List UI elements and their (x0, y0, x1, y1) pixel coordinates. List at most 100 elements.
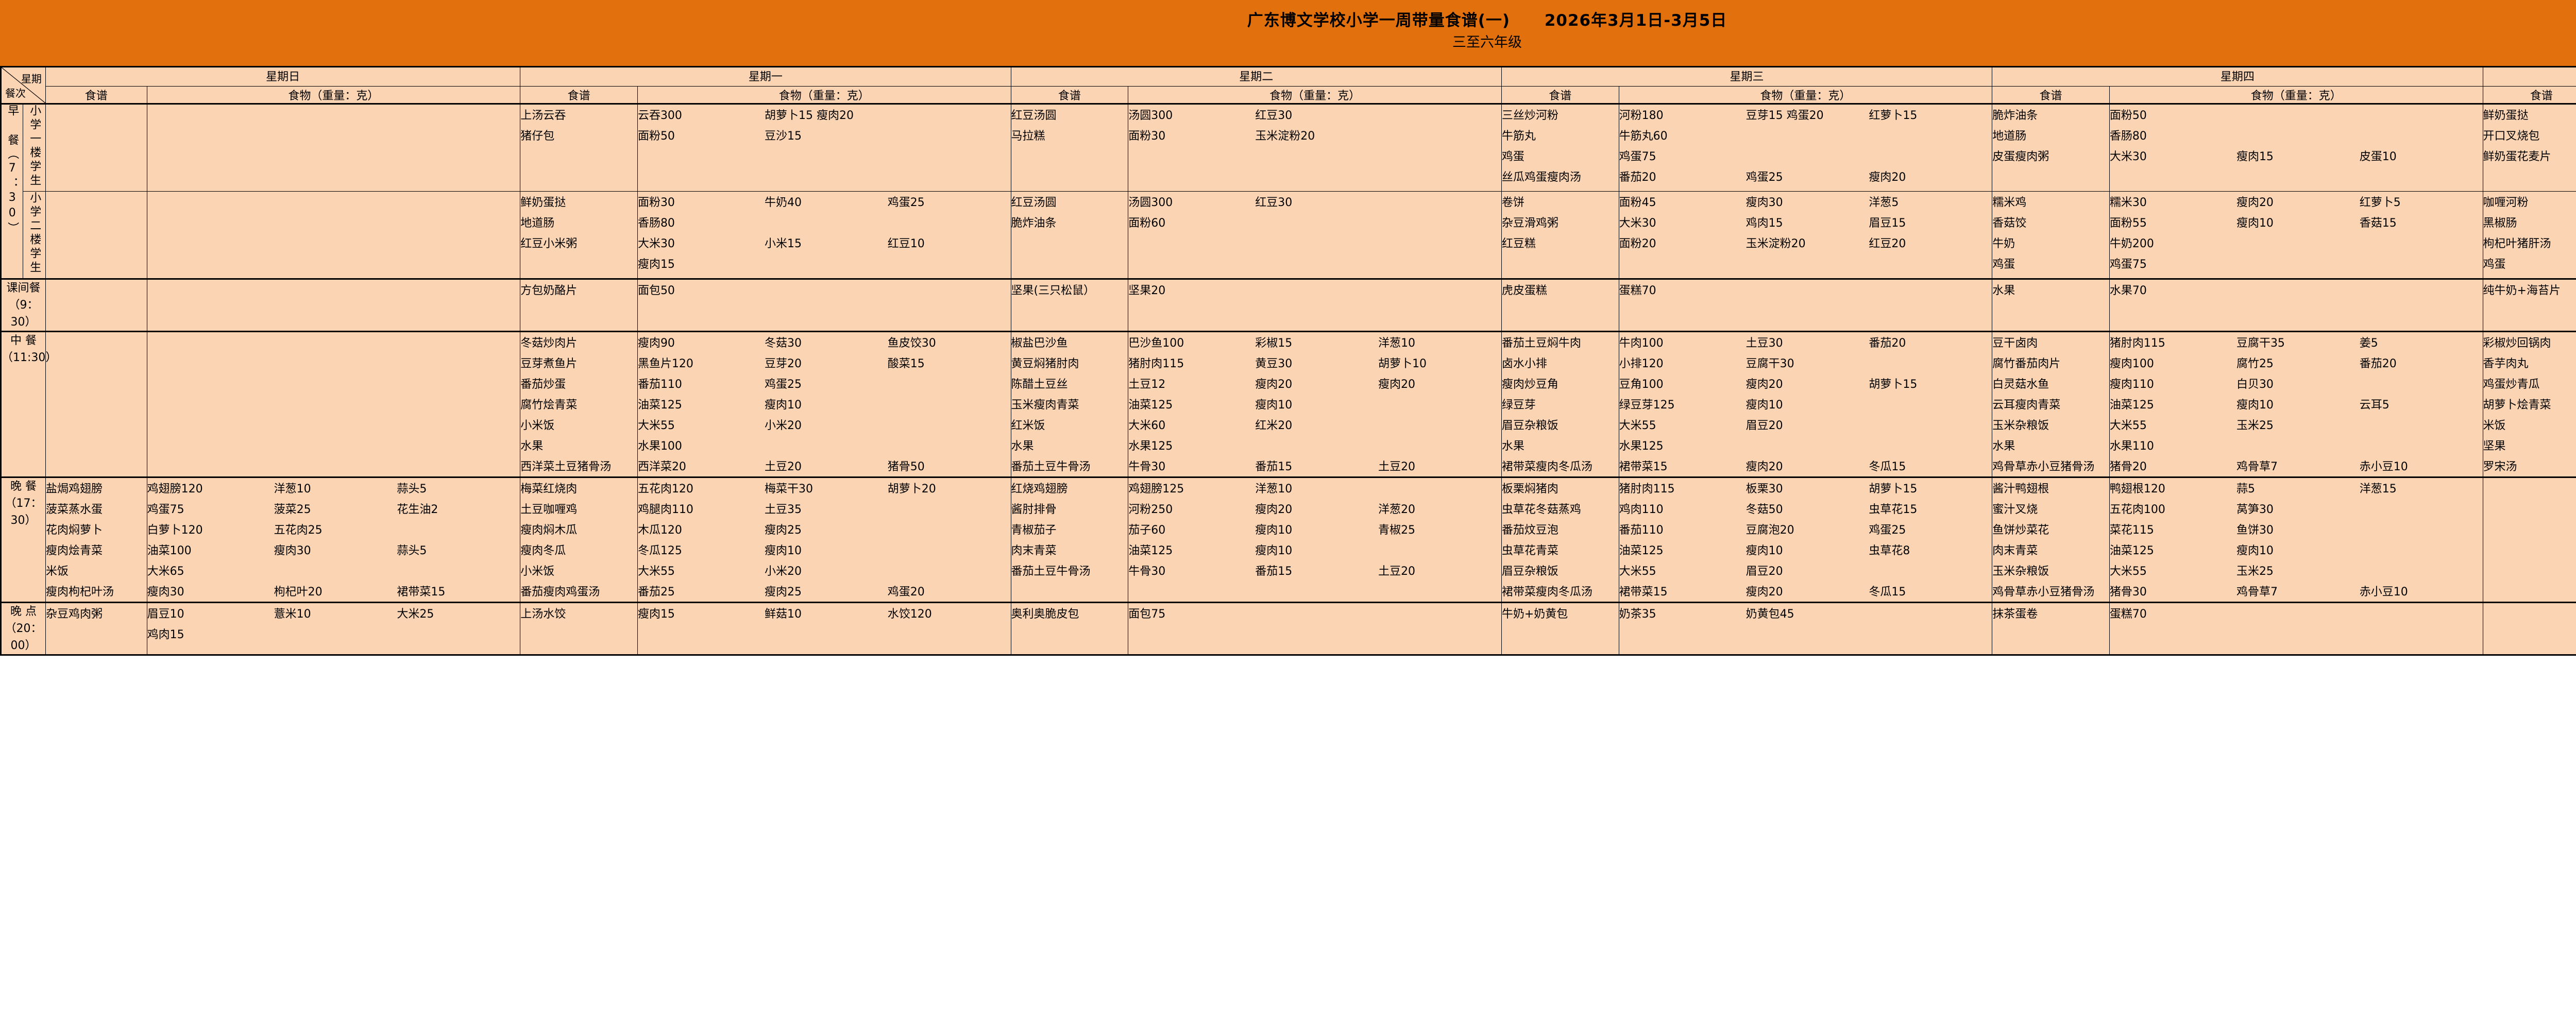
ingredient-amount (1255, 624, 1378, 644)
ingredient-amount: 皮蛋10 (2359, 150, 2397, 163)
ingredient-amount: 冬菇50 (1745, 503, 1783, 516)
ingredient-row (1128, 624, 1501, 644)
ingredient-amount (765, 624, 888, 644)
ingredient-amount: 鸡骨草7 (2236, 586, 2278, 599)
ingredient-row: 小排120 豆腐干30 (1619, 353, 1992, 373)
ingredient-amount: 鸡蛋75 (147, 503, 184, 516)
dish-name: 猪仔包 (520, 130, 555, 143)
ingredient-amount: 瘦肉20 (1869, 171, 1906, 184)
ingredient-amount: 河粉180 (1619, 109, 1664, 122)
ingredient-amount: 土豆30 (1745, 337, 1783, 350)
ingredient-amount: 小米20 (764, 419, 802, 432)
ingredient-amount: 云吞300 (637, 109, 682, 122)
dish-name: 豆芽煮鱼片 (520, 357, 578, 370)
subheader-dish-wed: 食谱 (1501, 86, 1619, 104)
ingredient-amount (1869, 624, 1992, 644)
ingredient-amount: 奶茶35 (1619, 608, 1656, 621)
ingredient-amount: 豆沙15 (764, 130, 802, 143)
ingredient-amount: 鸭翅根120 (2109, 483, 2165, 496)
ingredient-amount: 鸡蛋25 (764, 378, 802, 391)
ingredient-amount: 菠菜25 (274, 503, 311, 516)
ingredient-row: 鸡翅膀120 洋葱10 蒜头5 (147, 478, 520, 499)
ingredient-amount: 瘦肉15 (637, 258, 675, 271)
ingredient-amount: 眉豆20 (1745, 565, 1783, 578)
row-dinner: 晚 餐（17：30） 盐焗鸡翅膀 菠菜蒸水蛋 花肉焖萝卜 瘦肉烩青菜 米饭 瘦肉枸杞叶汤 … (1, 477, 2576, 603)
ingredient-amount: 奶黄包45 (1745, 608, 1794, 621)
day-header-sunday: 星期日 (45, 66, 521, 87)
row-snack-am: 课间餐（9：30） 方包奶酪片 面包50 坚果(三只松鼠） 坚果20 虎皮蛋糕 … (1, 279, 2576, 332)
dish-name: 土豆咖喱鸡 (520, 503, 578, 516)
ingredient-row: 油菜100 瘦肉30 蒜头5 (147, 540, 520, 560)
dish-name: 鲜奶蛋挞 (520, 196, 566, 209)
ingredient-amount (638, 624, 765, 644)
ingredient-amount: 大米55 (637, 565, 675, 578)
dish-name: 菠菜蒸水蛋 (45, 503, 103, 516)
ingredient-amount: 瘦肉20 (1255, 378, 1293, 391)
ingredient-amount: 大米65 (147, 565, 184, 578)
ingredient-amount: 瘦肉20 (1378, 378, 1416, 391)
ingredient-amount: 瘦肉10 (764, 544, 802, 557)
ingredient-amount: 鲜菇10 (764, 608, 802, 621)
dish-name: 脆炸油条 (1011, 217, 1057, 230)
ingredient-amount: 黑鱼片120 (637, 357, 693, 370)
ingredient-amount: 裙带菜15 (397, 586, 446, 599)
corner-meal-label: 餐次 (5, 87, 26, 99)
dish-name: 牛筋丸 (1501, 130, 1536, 143)
ingredient-row: 鸡肉15 (147, 624, 520, 644)
dish-name: 鸡蛋 (1501, 150, 1524, 163)
table-header-sub: 食谱 食物（重量：克） 食谱 食物（重量：克） 食谱 食物（重量：克） 食谱 食… (1, 86, 2576, 104)
dish-name: 腐竹烩青菜 (520, 399, 578, 412)
dish-name: 香菇饺 (1992, 217, 2027, 230)
ingredient-row: 奶茶35 奶黄包45 (1619, 603, 1992, 624)
ingredient-amount: 薏米10 (274, 608, 311, 621)
ingredient-row: 牛筋丸60 (1619, 125, 1992, 146)
ingredient-amount: 油菜125 (2109, 544, 2154, 557)
ingredient-amount (274, 624, 397, 644)
ingredient-amount (2236, 253, 2360, 274)
corner-week-label: 星期 (21, 73, 42, 85)
ingredient-amount: 冬瓜15 (1869, 460, 1906, 473)
ingredient-row: 蛋糕70 (2110, 603, 2483, 624)
ingredient-amount: 番茄20 (1869, 337, 1906, 350)
ingredient-amount: 青椒25 (1378, 524, 1416, 537)
ingredient-amount: 瘦肉10 (1255, 544, 1293, 557)
ingredient-amount: 玉米25 (2236, 419, 2274, 432)
cell-dish: 咖喱河粉 黑椒肠 枸杞叶猪肝汤 鸡蛋 (2482, 191, 2576, 279)
ingredient-amount: 瘦肉10 (2236, 217, 2274, 230)
ingredient-row: 鸡蛋75 (2110, 253, 2483, 274)
ingredient-row: 猪肘肉115 豆腐干35 姜5 (2110, 332, 2483, 353)
ingredient-row: 瘦肉110 白贝30 (2110, 373, 2483, 394)
ingredient-amount: 油菜100 (147, 544, 192, 557)
ingredient-amount: 牛骨30 (1128, 565, 1166, 578)
cell-dish (45, 191, 147, 279)
ingredient-amount: 眉豆20 (1745, 419, 1783, 432)
ingredient-row: 猪骨20 鸡骨草7 赤小豆10 (2110, 456, 2483, 476)
dish-name: 小米饭 (520, 419, 555, 432)
ingredient-amount: 猪肘肉115 (1128, 357, 1184, 370)
ingredient-amount: 瘦肉25 (764, 586, 802, 599)
ingredient-amount: 水饺120 (887, 608, 932, 621)
ingredient-row: 牛骨30 番茄15 土豆20 (1128, 560, 1501, 581)
dish-name: 卷饼 (1501, 196, 1524, 209)
ingredient-row: 面粉20 玉米淀粉20 红豆20 (1619, 233, 1992, 253)
ingredient-amount (1378, 192, 1501, 212)
ingredient-row: 糯米30 瘦肉20 红萝卜5 (2110, 192, 2483, 212)
grade-label: 三至六年级 (1452, 35, 1522, 50)
ingredient-amount: 大米55 (2109, 565, 2147, 578)
ingredient-row: 大米55 玉米25 (2110, 560, 2483, 581)
ingredient-row: 大米30 小米15 红豆10 (638, 233, 1011, 253)
dish-name: 开口叉烧包 (2483, 130, 2540, 143)
ingredient-row: 瘦肉90 冬菇30 鱼皮饺30 (638, 332, 1011, 353)
ingredient-amount (765, 212, 888, 233)
ingredient-amount: 番茄15 (1255, 460, 1293, 473)
ingredient-row: 鸭翅根120 蒜5 洋葱15 (2110, 478, 2483, 499)
ingredient-amount: 云耳5 (2359, 399, 2389, 412)
dish-name: 肉末青菜 (1992, 544, 2038, 557)
dish-name: 腐竹番茄肉片 (1992, 357, 2061, 370)
ingredient-amount: 瘦肉10 (2236, 544, 2274, 557)
meal-label-dinner: 晚 餐（17：30） (1, 477, 46, 603)
ingredient-amount: 五花肉25 (274, 524, 323, 537)
cell-ing: 糯米30 瘦肉20 红萝卜5 面粉55 瘦肉10 香菇15 牛奶200 鸡蛋75 (2109, 191, 2483, 279)
cell-ing: 眉豆10 薏米10 大米25 鸡肉15 (146, 602, 521, 655)
ingredient-amount (1378, 394, 1501, 415)
